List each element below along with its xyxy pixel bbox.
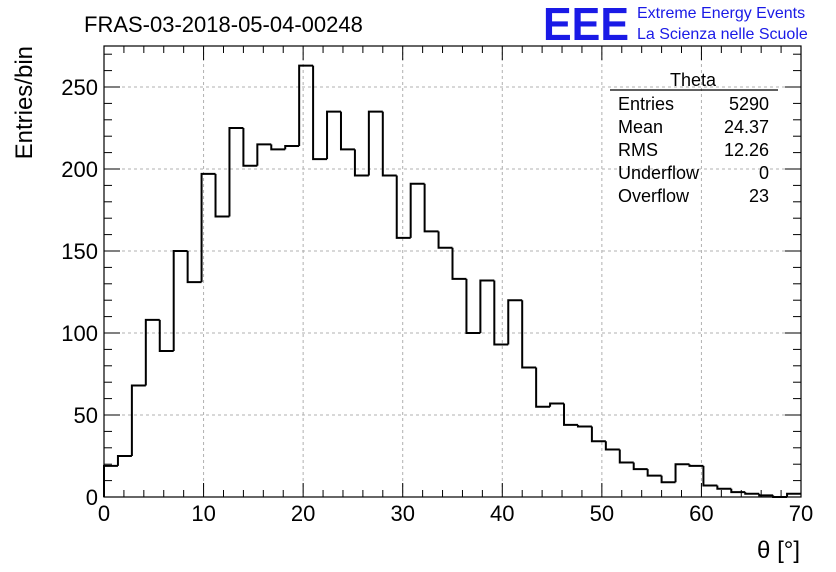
histogram-bin	[688, 464, 704, 467]
histogram-bin	[786, 492, 801, 497]
histogram-bin	[730, 488, 746, 494]
y-tick-label: 100	[61, 321, 98, 346]
histogram-bin	[116, 455, 132, 466]
histogram-bin	[744, 492, 760, 495]
histogram-bin	[158, 319, 174, 353]
stats-box: Theta Entries 5290 Mean 24.37 RMS 12.26 Underf…	[610, 70, 778, 206]
histogram-bin	[479, 279, 495, 333]
histogram-bin	[451, 247, 467, 280]
histogram-bin	[702, 465, 718, 487]
histogram-bin	[674, 463, 690, 483]
stats-row-label: Overflow	[618, 186, 690, 206]
stats-box-title: Theta	[670, 70, 717, 90]
histogram-bin	[604, 441, 620, 451]
histogram-bin	[423, 183, 439, 233]
histogram-bin	[367, 110, 383, 176]
histogram-bin	[590, 426, 606, 443]
eee-logo-line1: Extreme Energy Events	[637, 5, 805, 22]
histogram-bin	[576, 424, 592, 428]
stats-row-label: Mean	[618, 117, 663, 137]
stats-row-value: 5290	[729, 94, 769, 114]
histogram-bin	[214, 173, 230, 218]
histogram-bin	[242, 128, 258, 167]
histogram-bin	[381, 111, 397, 177]
x-tick-label: 0	[98, 501, 110, 526]
histogram-bin	[228, 127, 244, 217]
tick-labels: 0 10 20 30 40 50 60 70 0 50 100 150 200 250	[61, 75, 813, 526]
histogram-bin	[409, 182, 425, 238]
y-tick-label: 50	[74, 403, 98, 428]
y-tick-label: 200	[61, 157, 98, 182]
stats-row-label: Underflow	[618, 163, 700, 183]
y-tick-label: 150	[61, 239, 98, 264]
histogram-bin	[339, 111, 355, 151]
x-tick-label: 70	[789, 501, 813, 526]
histogram-bin	[521, 300, 537, 369]
histogram-bin	[758, 493, 774, 497]
stats-row-value: 24.37	[724, 117, 769, 137]
histogram-bin	[395, 175, 411, 239]
stats-row-value: 23	[749, 186, 769, 206]
histogram-bin	[200, 172, 216, 283]
axis-ticks	[103, 46, 802, 498]
plot-frame	[103, 45, 802, 498]
y-tick-label: 0	[86, 485, 98, 510]
x-tick-label: 20	[291, 501, 315, 526]
histogram-bin	[716, 485, 732, 490]
histogram-bin	[437, 231, 453, 249]
stats-row-value: 0	[759, 163, 769, 183]
y-axis-label: Entries/bin	[11, 46, 38, 159]
histogram-bin	[130, 384, 146, 456]
chart-title: FRAS-03-2018-05-04-00248	[84, 12, 363, 37]
histogram-series	[103, 64, 801, 498]
histogram-bin	[535, 367, 551, 408]
histogram-bin	[298, 64, 314, 147]
stats-rows: Entries 5290 Mean 24.37 RMS 12.26 Underflow 0 Ov…	[618, 94, 769, 206]
histogram-bin	[632, 462, 648, 471]
histogram-bin	[465, 278, 481, 334]
histogram-bin	[549, 402, 565, 407]
histogram-bin	[353, 149, 369, 177]
histogram-bin	[144, 318, 160, 386]
stats-row-label: Entries	[618, 94, 674, 114]
histogram-bin	[256, 143, 272, 166]
stats-row-value: 12.26	[724, 140, 769, 160]
histogram-bin	[103, 464, 118, 497]
histogram-bin	[563, 403, 578, 426]
histogram-bin	[326, 110, 341, 160]
eee-logo-line2: La Scienza nelle Scuole	[637, 26, 808, 43]
x-tick-label: 30	[390, 501, 414, 526]
y-tick-label: 250	[61, 75, 98, 100]
histogram-bin	[618, 449, 634, 464]
eee-logo: EEE Extreme Energy Events La Scienza nel…	[543, 0, 808, 50]
histogram-bin	[270, 144, 286, 151]
histogram-bin	[660, 475, 676, 484]
histogram-bin	[284, 145, 300, 150]
eee-logo-mark: EEE	[543, 0, 629, 50]
histogram-bin	[493, 280, 509, 346]
histogram-bin	[172, 250, 188, 352]
histogram-bin	[312, 65, 328, 161]
histogram-bin	[646, 469, 662, 477]
stats-row-label: RMS	[618, 140, 658, 160]
histogram-bin	[507, 299, 523, 345]
histogram-bin	[186, 251, 202, 284]
x-tick-label: 10	[191, 501, 215, 526]
x-tick-label: 60	[689, 501, 713, 526]
x-axis-label: θ [°]	[757, 537, 800, 564]
x-tick-label: 50	[590, 501, 614, 526]
x-tick-label: 40	[490, 501, 514, 526]
